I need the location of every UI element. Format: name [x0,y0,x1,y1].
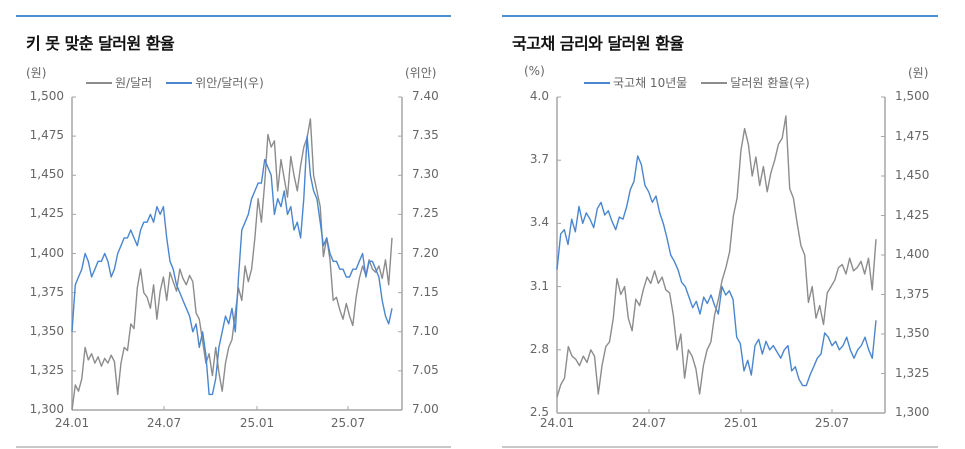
y-axis-left-tick: 2.8 [529,341,549,356]
left-axis-unit: (%) [524,64,545,78]
y-axis-right-tick: 1,375 [895,286,930,301]
legend-item-cny: 위안/달러(우) [166,74,264,91]
left-axis-unit: (원) [26,66,47,80]
y-axis-left-tick: 1,400 [29,245,64,260]
y-axis-left-tick: 2.5 [529,405,549,419]
y-axis-right-tick: 7.25 [412,206,439,221]
y-axis-right-tick: 1,350 [895,326,930,340]
x-axis-tick: 24.07 [631,416,667,430]
top-divider [502,15,938,17]
y-axis-right-tick: 1,400 [895,247,930,261]
y-axis-left-tick: 1,425 [29,206,64,221]
y-axis-right-tick: 1,475 [895,128,930,143]
y-axis-left-tick: 1,350 [29,323,64,338]
x-axis-tick: 25.07 [814,416,850,430]
y-axis-left-tick: 1,375 [29,284,64,299]
right-axis-unit: (원) [908,66,929,80]
legend-swatch-gray [86,81,112,84]
y-axis-left-tick: 3.1 [529,278,549,293]
legend-swatch-blue [166,81,193,84]
x-axis-tick: 24.01 [539,416,575,430]
legend-swatch-gray [701,81,728,84]
legend-item-ktb10y: 국고채 10년물 [584,74,687,91]
y-axis-left-tick: 3.7 [529,152,549,167]
legend: 원/달러 위안/달러(우) [86,74,264,91]
legend-label: 달러원 환율(우) [730,76,810,90]
bottom-divider [502,446,938,448]
y-axis-right-tick: 7.35 [412,128,439,143]
y-axis-left-tick: 4.0 [529,89,549,103]
x-axis-tick: 24.01 [54,416,90,430]
series-line [71,118,393,411]
y-axis-right-tick: 1,300 [895,405,930,419]
y-axis-right-tick: 7.10 [412,323,439,338]
legend: 국고채 10년물 달러원 환율(우) [584,74,810,91]
legend-label: 위안/달러(우) [195,76,264,90]
bottom-divider [16,446,451,448]
legend-label: 원/달러 [115,76,153,90]
y-axis-left-tick: 1,500 [29,89,64,103]
y-axis-left-tick: 3.4 [529,215,549,230]
chart-title: 국고채 금리와 달러원 환율 [512,34,684,53]
x-axis-tick: 25.07 [330,416,366,430]
y-axis-right-tick: 1,500 [895,89,930,103]
chart-panel-left: 키 못 맞춘 달러원 환율 (원) (위안) 원/달러 위안/달러(우) 1,5… [0,0,480,449]
x-axis-tick: 24.07 [146,416,182,430]
x-axis-tick: 25.01 [723,416,759,430]
legend-item-usdkrw: 달러원 환율(우) [701,74,810,91]
legend-item-krw: 원/달러 [86,74,152,91]
series-line [71,135,393,396]
y-axis-left-tick: 1,475 [29,128,64,143]
y-axis-right-tick: 7.40 [412,89,439,103]
y-axis-left-tick: 1,300 [29,402,64,416]
y-axis-right-tick: 7.00 [412,402,439,416]
y-axis-right-tick: 7.05 [412,362,439,377]
y-axis-right-tick: 7.15 [412,284,439,299]
y-axis-right-tick: 1,425 [895,207,930,222]
chart-panel-right: 국고채 금리와 달러원 환율 (%) (원) 국고채 10년물 달러원 환율(우… [480,0,965,449]
legend-swatch-blue [584,81,610,84]
top-divider [16,15,451,17]
y-axis-left-tick: 1,325 [29,362,64,377]
line-chart-right [556,96,886,414]
y-axis-right-tick: 7.30 [412,167,439,182]
y-axis-left-tick: 1,450 [29,167,64,182]
right-axis-unit: (위안) [405,66,437,80]
chart-title: 키 못 맞춘 달러원 환율 [26,34,175,53]
y-axis-right-tick: 1,325 [895,365,930,380]
y-axis-right-tick: 1,450 [895,168,930,182]
series-line [556,115,877,398]
line-chart-left [71,96,403,411]
legend-label: 국고채 10년물 [613,76,688,90]
y-axis-right-tick: 7.20 [412,245,439,260]
x-axis-tick: 25.01 [239,416,275,430]
